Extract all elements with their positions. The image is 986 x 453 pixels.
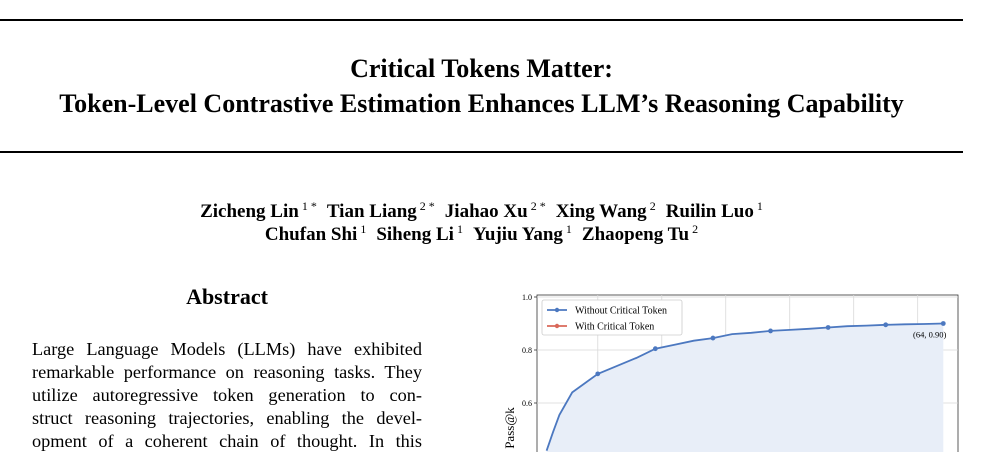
marker: [940, 321, 946, 326]
author: Tian Liang 2 *: [326, 199, 435, 223]
abstract-text: Large Language Models (LLMs) have exhibi…: [32, 338, 422, 453]
author-name: Xing Wang: [555, 201, 647, 223]
author: Zicheng Lin 1 *: [200, 199, 317, 223]
abstract-heading: Abstract: [186, 284, 268, 309]
marker: [652, 346, 658, 352]
title-line: Critical Tokens Matter:: [350, 54, 613, 83]
author: Ruilin Luo 1: [665, 199, 763, 223]
author-name: Yujiu Yang: [472, 224, 563, 246]
author-name: Chufan Shi: [264, 224, 358, 246]
legend-label: Without Critical Token: [575, 306, 667, 317]
abstract-line: utilize autoregressive token generation …: [32, 385, 422, 405]
marker: [768, 328, 773, 334]
author: Jiahao Xu 2 *: [444, 199, 546, 223]
author: Zhaopeng Tu 2: [581, 222, 699, 246]
affiliation: 2: [649, 199, 656, 213]
area: [546, 323, 944, 452]
author-line: Zicheng Lin 1 * Tian Liang 2 * Jiahao Xu 2 * X…: [0, 195, 963, 223]
annotation: (64, 0.90): [913, 330, 946, 340]
y-tick-label: 0.8: [522, 346, 532, 355]
affiliation: 1: [456, 222, 463, 236]
marker: [825, 325, 831, 330]
legend-marker: [554, 323, 560, 329]
author: Yujiu Yang 1: [472, 222, 572, 246]
author-name: Tian Liang: [326, 201, 417, 223]
affiliation: 1: [360, 222, 367, 236]
top-rule: [0, 19, 963, 21]
abstract-line: struct reasoning trajectories, enabling …: [32, 408, 422, 428]
abstract-line: Large Language Models (LLMs) have exhibi…: [32, 339, 422, 359]
affiliation: 2: [692, 222, 699, 236]
abstract-line: remarkable performance on reasoning task…: [32, 362, 422, 382]
author-name: Zicheng Lin: [200, 201, 299, 223]
affiliation: 1: [565, 222, 572, 236]
y-axis-label: Pass@k: [502, 407, 517, 449]
author: Siheng Li 1: [376, 222, 463, 246]
legend-box: [541, 299, 683, 336]
abstract-line: opment of a coherent chain of thought. I…: [32, 431, 422, 451]
bottom-rule: [0, 151, 963, 153]
author-line: Chufan Shi 1 Siheng Li 1 Yujiu Yang 1 Zhaopeng…: [0, 218, 963, 246]
author-name: Zhaopeng Tu: [581, 224, 690, 246]
marker: [883, 322, 889, 328]
author: Chufan Shi 1: [264, 222, 367, 246]
affiliation: 1 *: [301, 199, 317, 213]
author: Xing Wang 2: [555, 199, 656, 223]
y-tick-label: 0.6: [522, 399, 532, 408]
legend-label: With Critical Token: [575, 322, 654, 333]
title-line: Token-Level Contrastive Estimation Enhan…: [59, 89, 904, 118]
legend-marker: [554, 307, 560, 313]
chart: 0.6 0.8 1.0 Pass@k (64, 0.90) Without Critica…: [502, 293, 959, 452]
y-tick-label: 1.0: [522, 293, 532, 302]
marker: [595, 371, 601, 377]
affiliation: 1: [756, 199, 763, 213]
marker: [710, 335, 716, 341]
author-name: Jiahao Xu: [444, 201, 528, 223]
author-name: Ruilin Luo: [665, 201, 754, 223]
line: [545, 322, 944, 451]
affiliation: 2 *: [530, 199, 546, 213]
author-name: Siheng Li: [376, 224, 454, 246]
affiliation: 2 *: [419, 199, 435, 213]
